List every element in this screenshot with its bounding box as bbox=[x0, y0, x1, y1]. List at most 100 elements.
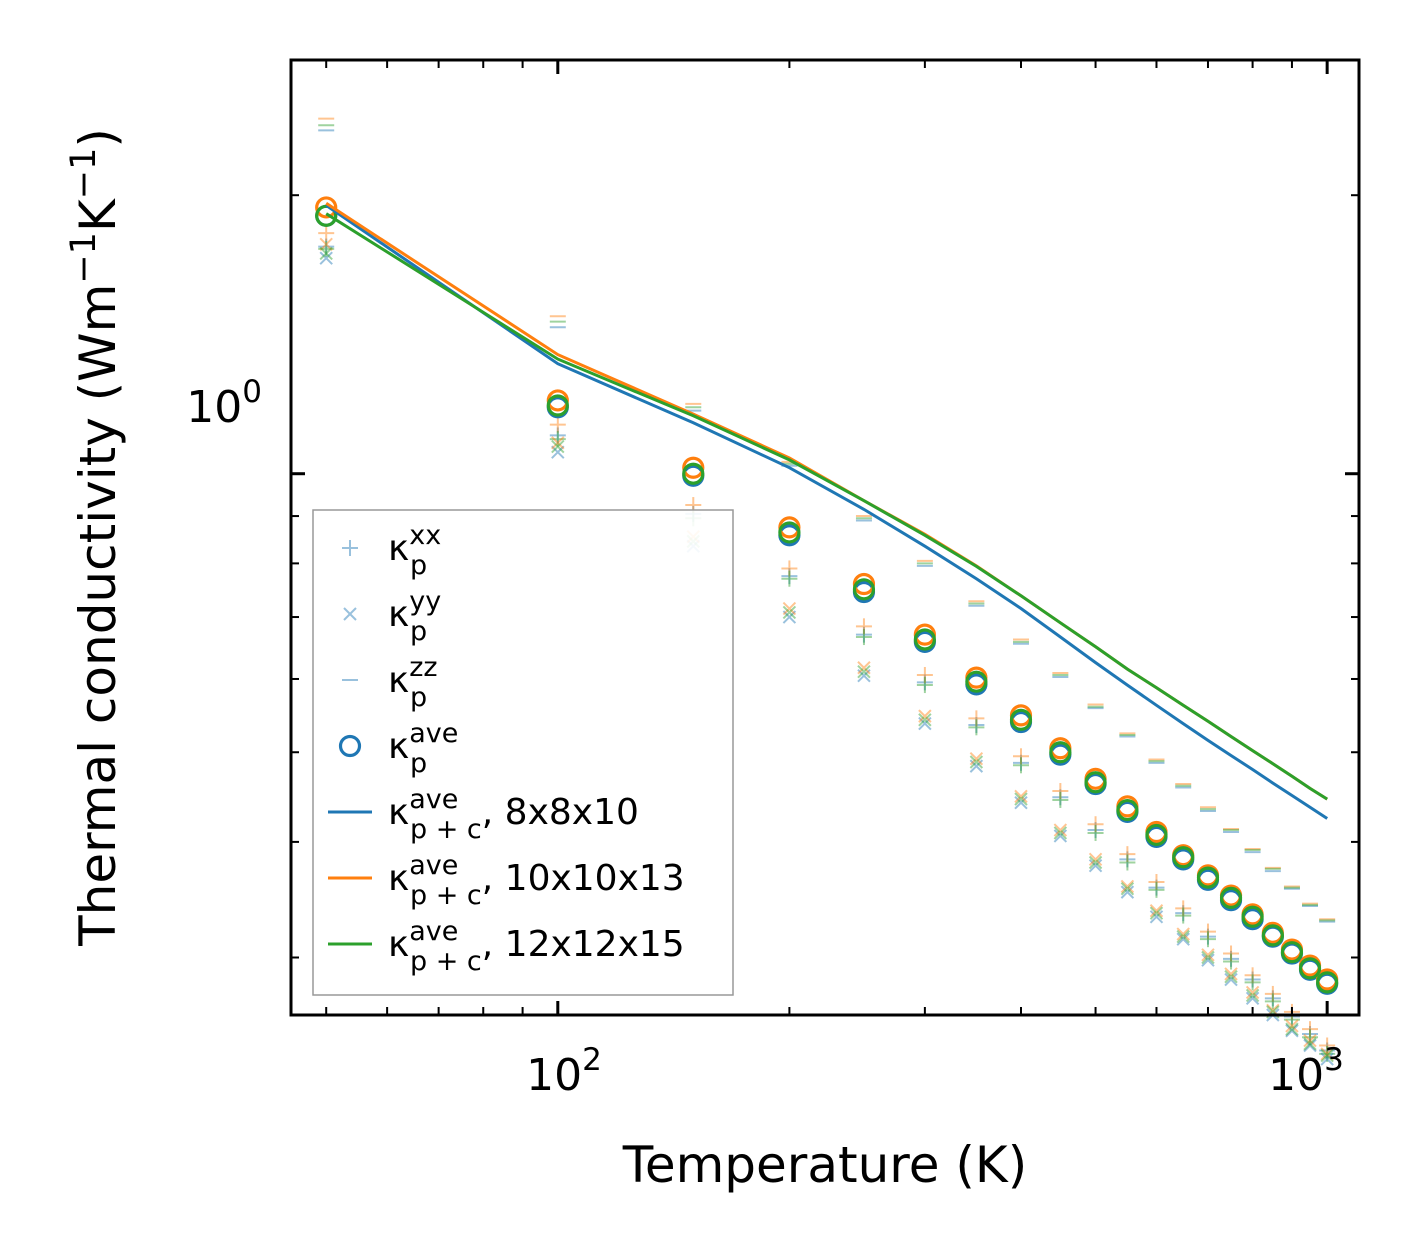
point-plus-blue-500K bbox=[1087, 822, 1104, 839]
axis-ticks bbox=[291, 60, 1359, 1015]
point-plus-blue-350K bbox=[968, 717, 985, 734]
point-x-orange-100K bbox=[551, 436, 565, 450]
point-circle-green-600K bbox=[1145, 823, 1168, 847]
y-tick-label-1: 100 bbox=[186, 374, 262, 433]
point-x-green-300K bbox=[918, 713, 932, 727]
point-plus-orange-50K bbox=[318, 225, 335, 242]
y-axis-title: Thermal conductivity (Wm−1K−1) bbox=[64, 128, 127, 947]
point-plus-blue-650K bbox=[1175, 905, 1192, 922]
point-plus-green-950K bbox=[1302, 1029, 1319, 1046]
point-circle-green-950K bbox=[1298, 957, 1322, 980]
point-plus-orange-650K bbox=[1175, 900, 1192, 917]
point-plus-green-50K bbox=[318, 240, 335, 257]
point-plus-orange-550K bbox=[1119, 846, 1136, 863]
point-x-blue-750K bbox=[1224, 972, 1238, 987]
point-x-blue-900K bbox=[1285, 1024, 1299, 1038]
point-x-blue-50K bbox=[319, 251, 333, 265]
point-plus-blue-850K bbox=[1264, 990, 1281, 1007]
point-plus-orange-350K bbox=[968, 710, 985, 727]
legend-entry-1: κxx p bbox=[342, 520, 441, 581]
series-x bbox=[319, 237, 1334, 1066]
series-circle bbox=[315, 196, 1339, 995]
point-plus-green-350K bbox=[968, 719, 985, 736]
plot-frame bbox=[289, 58, 1361, 1017]
point-circle-green-1000K bbox=[1316, 971, 1339, 994]
point-plus-blue-750K bbox=[1223, 950, 1240, 967]
point-x-green-200K bbox=[782, 605, 797, 620]
point-plus-green-300K bbox=[916, 677, 933, 694]
point-x-orange-950K bbox=[1303, 1033, 1317, 1048]
point-plus-green-1000K bbox=[1319, 1045, 1336, 1062]
point-plus-blue-800K bbox=[1244, 971, 1261, 988]
point-circle-orange-50K bbox=[315, 196, 338, 219]
point-plus-green-450K bbox=[1052, 791, 1069, 808]
point-x-green-550K bbox=[1120, 882, 1135, 896]
point-plus-orange-250K bbox=[855, 618, 872, 635]
point-circle-green-800K bbox=[1241, 905, 1264, 928]
legend-entry-7: κave p + c, 12x12x15 bbox=[328, 916, 685, 977]
x-axis-title: Temperature (K) bbox=[622, 1136, 1027, 1194]
legend-label: κave p + c, 10x10x13 bbox=[388, 850, 685, 911]
point-plus-green-400K bbox=[1012, 757, 1029, 774]
point-plus-green-600K bbox=[1148, 881, 1165, 898]
point-plus-blue-100K bbox=[549, 427, 566, 444]
point-circle-green-150K bbox=[682, 462, 705, 485]
point-plus-blue-1000K bbox=[1319, 1042, 1336, 1059]
point-plus-orange-600K bbox=[1148, 874, 1165, 891]
x-tick-label-100: 102 bbox=[526, 1042, 602, 1101]
point-plus-blue-50K bbox=[318, 238, 335, 255]
tick-layer bbox=[291, 60, 1359, 1015]
point-x-orange-1000K bbox=[1320, 1047, 1334, 1061]
legend-label: κxx p bbox=[388, 520, 441, 581]
point-x-blue-400K bbox=[1014, 795, 1028, 810]
point-plus-green-500K bbox=[1087, 824, 1104, 841]
point-plus-orange-450K bbox=[1052, 783, 1069, 800]
point-x-orange-750K bbox=[1224, 967, 1238, 981]
point-circle-green-200K bbox=[778, 521, 801, 544]
point-plus-orange-950K bbox=[1302, 1021, 1319, 1038]
point-x-blue-650K bbox=[1176, 932, 1190, 946]
point-x-blue-550K bbox=[1120, 885, 1135, 899]
point-plus-blue-400K bbox=[1012, 754, 1029, 771]
point-plus-orange-200K bbox=[781, 560, 798, 577]
point-plus-blue-700K bbox=[1199, 928, 1216, 945]
point-x-blue-450K bbox=[1053, 829, 1068, 843]
line-green bbox=[325, 212, 1328, 801]
legend-entry-4: κave p bbox=[338, 718, 458, 779]
point-plus-green-100K bbox=[549, 431, 566, 448]
legend-label: κave p bbox=[388, 718, 458, 779]
point-circle-green-100K bbox=[546, 394, 569, 417]
point-x-blue-300K bbox=[918, 716, 932, 731]
point-circle-green-900K bbox=[1280, 941, 1304, 964]
point-x-orange-800K bbox=[1245, 985, 1260, 1000]
point-x-green-600K bbox=[1149, 906, 1164, 920]
point-x-green-50K bbox=[319, 246, 333, 261]
point-plus-orange-500K bbox=[1087, 816, 1104, 833]
point-plus-green-700K bbox=[1199, 931, 1216, 948]
point-plus-orange-700K bbox=[1199, 923, 1216, 940]
point-circle-green-650K bbox=[1172, 846, 1195, 869]
point-circle-green-750K bbox=[1219, 886, 1243, 909]
point-x-green-350K bbox=[969, 755, 984, 769]
point-plus-blue-550K bbox=[1119, 851, 1136, 868]
point-x-green-750K bbox=[1224, 969, 1238, 984]
point-x-blue-500K bbox=[1088, 858, 1103, 873]
legend-entry-5: κave p + c, 8x8x10 bbox=[328, 784, 639, 845]
point-x-blue-250K bbox=[857, 668, 871, 683]
point-x-green-400K bbox=[1014, 792, 1028, 806]
point-x-blue-950K bbox=[1303, 1038, 1317, 1053]
point-circle-green-400K bbox=[1009, 708, 1033, 731]
point-circle-green-700K bbox=[1196, 866, 1220, 889]
point-plus-orange-400K bbox=[1012, 748, 1029, 765]
point-x-blue-1000K bbox=[1320, 1052, 1334, 1066]
point-x-green-650K bbox=[1176, 929, 1190, 944]
point-x-orange-650K bbox=[1176, 927, 1190, 941]
point-x-orange-600K bbox=[1149, 904, 1164, 918]
point-circle-green-550K bbox=[1116, 798, 1139, 822]
point-x-blue-800K bbox=[1245, 991, 1260, 1006]
legend-label: κave p + c, 12x12x15 bbox=[388, 916, 685, 977]
point-plus-green-850K bbox=[1264, 993, 1281, 1010]
point-plus-orange-1000K bbox=[1319, 1037, 1336, 1054]
